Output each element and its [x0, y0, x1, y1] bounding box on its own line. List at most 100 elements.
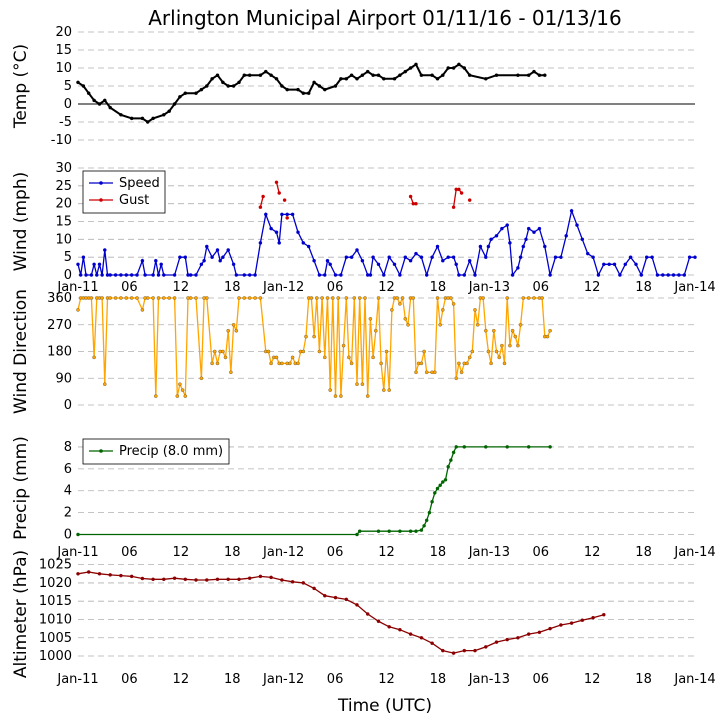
data-point — [376, 73, 381, 77]
data-point — [510, 328, 515, 333]
y-tick-label: 8 — [64, 440, 72, 455]
data-point — [205, 84, 209, 88]
data-point — [398, 73, 402, 77]
x-tick-label: Jan-13 — [468, 280, 510, 295]
y-axis-label: Temp (°C) — [11, 44, 31, 129]
data-point — [441, 308, 445, 312]
data-point — [188, 273, 193, 277]
data-point — [505, 223, 509, 227]
data-point — [296, 230, 300, 234]
data-point — [172, 102, 177, 106]
data-point — [376, 529, 381, 533]
data-point — [467, 73, 472, 77]
legend-marker — [99, 198, 103, 202]
data-point — [365, 394, 370, 398]
data-point — [199, 87, 204, 92]
data-point — [312, 586, 316, 591]
data-point — [446, 464, 450, 469]
data-point — [655, 273, 660, 277]
panel-temp: -10 -5 0 5 10 15 20 Temp (°C) — [11, 25, 695, 148]
y-tick-label: 0 — [64, 528, 72, 543]
panel-altimeter: 1000 1005 1010 1015 1020 1025 Altimeter (hPa) J… — [11, 550, 716, 687]
x-tick-label: 06 — [327, 545, 344, 560]
data-point — [379, 361, 383, 366]
data-point — [154, 258, 158, 263]
data-point — [484, 328, 488, 333]
y-tick-label: 360 — [47, 291, 72, 306]
data-point — [76, 262, 80, 267]
data-point — [596, 273, 601, 277]
data-point — [486, 349, 491, 354]
data-point — [210, 77, 214, 81]
data-point — [266, 349, 271, 354]
x-tick-label: 18 — [635, 545, 652, 560]
data-point — [242, 73, 247, 77]
y-tick-label: 5 — [64, 79, 72, 94]
data-point — [231, 84, 236, 88]
data-point — [526, 296, 531, 300]
x-tick-label: 12 — [173, 672, 190, 687]
data-point — [585, 251, 590, 256]
data-point — [100, 296, 104, 300]
data-point — [382, 77, 386, 81]
data-point — [221, 80, 225, 85]
data-point — [237, 80, 241, 85]
data-point — [97, 262, 102, 267]
data-point — [100, 273, 104, 277]
data-point — [210, 361, 214, 366]
data-point — [403, 255, 408, 259]
data-point — [339, 394, 343, 398]
data-point — [221, 349, 225, 354]
data-point — [516, 266, 520, 270]
data-point — [484, 77, 488, 81]
data-point — [323, 355, 327, 360]
data-point — [376, 619, 381, 624]
data-point — [301, 349, 306, 354]
y-tick-label: 10 — [55, 61, 72, 76]
x-tick-label: 06 — [121, 280, 138, 295]
data-point — [167, 296, 171, 300]
data-point — [315, 296, 319, 300]
x-tick-label: Jan-12 — [262, 672, 304, 687]
data-point — [462, 445, 467, 449]
data-point — [510, 273, 515, 277]
data-point — [218, 258, 222, 263]
data-point — [516, 73, 520, 77]
data-point — [441, 480, 445, 484]
x-tick-label: Jan-11 — [56, 672, 98, 687]
data-point — [355, 77, 359, 81]
data-point — [301, 241, 306, 245]
x-tick-label: 18 — [430, 545, 447, 560]
y-tick-label: 1025 — [39, 558, 72, 573]
x-tick-label: 12 — [173, 280, 190, 295]
y-tick-label: 1020 — [39, 576, 72, 591]
data-point — [687, 255, 692, 259]
data-point — [650, 255, 654, 259]
data-point — [76, 572, 80, 576]
x-tick-label: 18 — [430, 672, 447, 687]
data-point — [457, 273, 461, 277]
x-tick-label: 18 — [430, 280, 447, 295]
data-point — [143, 273, 147, 277]
x-tick-label: Jan-13 — [468, 672, 510, 687]
data-point — [231, 323, 236, 327]
data-point — [446, 66, 450, 70]
data-point — [237, 577, 241, 582]
data-point — [344, 255, 349, 259]
data-point — [336, 296, 340, 300]
data-point — [274, 230, 279, 234]
data-point — [162, 296, 166, 300]
data-point — [492, 328, 496, 333]
data-point — [76, 308, 80, 312]
data-point — [285, 212, 289, 217]
data-point — [156, 273, 161, 277]
y-tick-label: 1015 — [39, 594, 72, 609]
data-point — [441, 258, 445, 263]
data-point — [349, 73, 354, 77]
data-point — [435, 244, 440, 249]
data-point — [398, 529, 402, 533]
y-tick-label: 10 — [55, 232, 72, 247]
y-axis-label: Wind (mph) — [11, 172, 31, 272]
data-point — [430, 255, 434, 259]
data-point — [194, 578, 198, 582]
